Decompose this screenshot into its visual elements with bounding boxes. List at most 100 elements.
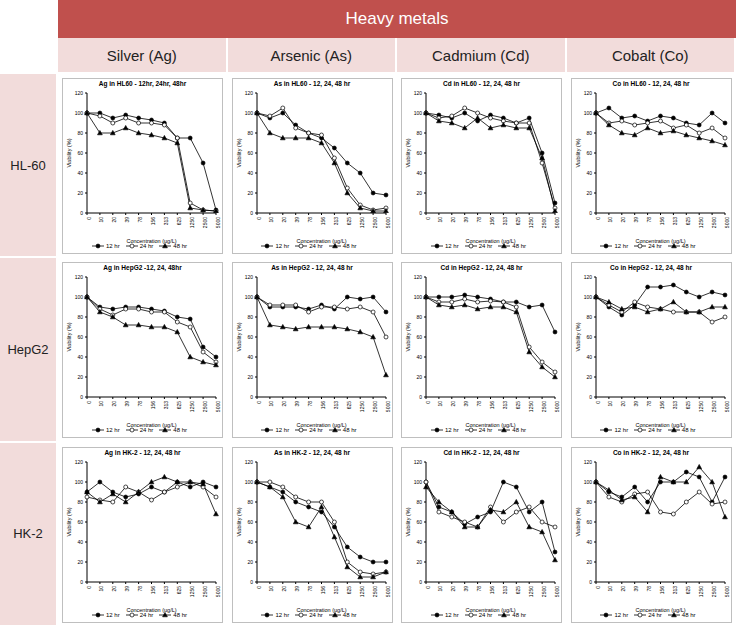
- svg-text:78: 78: [137, 401, 143, 407]
- svg-text:20: 20: [416, 558, 422, 564]
- svg-text:120: 120: [414, 90, 423, 96]
- svg-text:0: 0: [255, 217, 261, 220]
- svg-text:2500: 2500: [202, 585, 208, 596]
- svg-text:20: 20: [247, 190, 253, 196]
- svg-text:20: 20: [620, 585, 626, 591]
- svg-text:625: 625: [684, 401, 690, 410]
- svg-text:Concentration (ug/L): Concentration (ug/L): [635, 422, 685, 428]
- svg-text:Viability (%): Viability (%): [574, 507, 580, 536]
- svg-text:313: 313: [332, 217, 338, 226]
- svg-text:78: 78: [646, 217, 652, 223]
- svg-text:20: 20: [247, 558, 253, 564]
- svg-text:120: 120: [75, 274, 84, 280]
- svg-text:2500: 2500: [202, 217, 208, 228]
- svg-text:40: 40: [247, 354, 253, 360]
- svg-text:0: 0: [250, 578, 253, 584]
- svg-text:78: 78: [307, 217, 313, 223]
- svg-text:0: 0: [250, 394, 253, 400]
- svg-text:0: 0: [589, 394, 592, 400]
- svg-text:1250: 1250: [189, 217, 195, 228]
- svg-text:2500: 2500: [371, 585, 377, 596]
- svg-text:625: 625: [345, 401, 351, 410]
- svg-text:625: 625: [345, 585, 351, 594]
- svg-text:100: 100: [244, 478, 253, 484]
- svg-text:40: 40: [77, 354, 83, 360]
- svg-text:5000: 5000: [723, 401, 728, 412]
- svg-text:40: 40: [77, 538, 83, 544]
- svg-text:625: 625: [176, 217, 182, 226]
- svg-text:156: 156: [489, 401, 495, 410]
- svg-text:80: 80: [77, 498, 83, 504]
- svg-text:20: 20: [416, 190, 422, 196]
- svg-text:313: 313: [332, 401, 338, 410]
- svg-text:10: 10: [268, 585, 274, 591]
- svg-text:2500: 2500: [371, 217, 377, 228]
- svg-text:0: 0: [86, 585, 92, 588]
- svg-text:1250: 1250: [528, 217, 534, 228]
- svg-text:Concentration (ug/L): Concentration (ug/L): [296, 422, 346, 428]
- svg-text:0: 0: [86, 217, 92, 220]
- svg-text:60: 60: [77, 150, 83, 156]
- svg-text:5000: 5000: [215, 585, 221, 596]
- svg-text:40: 40: [416, 538, 422, 544]
- svg-text:20: 20: [450, 401, 456, 407]
- svg-text:2500: 2500: [541, 401, 547, 412]
- svg-text:5000: 5000: [384, 585, 390, 596]
- svg-text:39: 39: [463, 585, 469, 591]
- svg-text:2500: 2500: [541, 217, 547, 228]
- svg-text:120: 120: [244, 90, 253, 96]
- svg-text:60: 60: [416, 150, 422, 156]
- svg-text:80: 80: [416, 130, 422, 136]
- svg-text:Viability (%): Viability (%): [405, 138, 411, 167]
- svg-text:5000: 5000: [723, 217, 728, 228]
- svg-text:Concentration (ug/L): Concentration (ug/L): [126, 238, 176, 244]
- svg-text:313: 313: [163, 585, 169, 594]
- svg-text:80: 80: [77, 130, 83, 136]
- svg-text:80: 80: [416, 314, 422, 320]
- svg-text:120: 120: [75, 458, 84, 464]
- svg-text:100: 100: [244, 110, 253, 116]
- svg-text:Viability (%): Viability (%): [574, 138, 580, 167]
- svg-text:39: 39: [124, 401, 130, 407]
- svg-text:10: 10: [607, 217, 613, 223]
- svg-text:80: 80: [77, 314, 83, 320]
- svg-text:80: 80: [247, 498, 253, 504]
- svg-text:0: 0: [80, 394, 83, 400]
- svg-text:39: 39: [633, 217, 639, 223]
- svg-text:2500: 2500: [710, 217, 716, 228]
- svg-text:40: 40: [77, 170, 83, 176]
- svg-text:625: 625: [515, 401, 521, 410]
- svg-text:2500: 2500: [202, 401, 208, 412]
- svg-text:39: 39: [463, 217, 469, 223]
- svg-text:80: 80: [586, 498, 592, 504]
- svg-text:156: 156: [320, 585, 326, 594]
- svg-text:40: 40: [416, 170, 422, 176]
- svg-text:78: 78: [476, 217, 482, 223]
- svg-text:120: 120: [583, 458, 592, 464]
- svg-text:0: 0: [425, 401, 431, 404]
- svg-text:39: 39: [124, 217, 130, 223]
- svg-text:Concentration (ug/L): Concentration (ug/L): [635, 607, 685, 613]
- svg-text:1250: 1250: [189, 585, 195, 596]
- svg-text:156: 156: [489, 585, 495, 594]
- svg-text:10: 10: [607, 585, 613, 591]
- svg-text:0: 0: [594, 401, 600, 404]
- svg-text:78: 78: [137, 217, 143, 223]
- svg-text:Concentration (ug/L): Concentration (ug/L): [465, 422, 515, 428]
- svg-text:156: 156: [150, 585, 156, 594]
- svg-text:313: 313: [332, 585, 338, 594]
- svg-text:625: 625: [684, 217, 690, 226]
- svg-text:Viability (%): Viability (%): [66, 323, 72, 352]
- svg-text:10: 10: [607, 401, 613, 407]
- svg-text:20: 20: [247, 374, 253, 380]
- svg-text:Concentration (ug/L): Concentration (ug/L): [296, 238, 346, 244]
- svg-text:10: 10: [437, 401, 443, 407]
- svg-text:0: 0: [419, 394, 422, 400]
- svg-text:39: 39: [294, 401, 300, 407]
- svg-text:40: 40: [247, 170, 253, 176]
- svg-text:156: 156: [150, 217, 156, 226]
- svg-text:5000: 5000: [723, 585, 728, 596]
- svg-text:100: 100: [583, 294, 592, 300]
- svg-text:20: 20: [77, 558, 83, 564]
- svg-text:313: 313: [502, 401, 508, 410]
